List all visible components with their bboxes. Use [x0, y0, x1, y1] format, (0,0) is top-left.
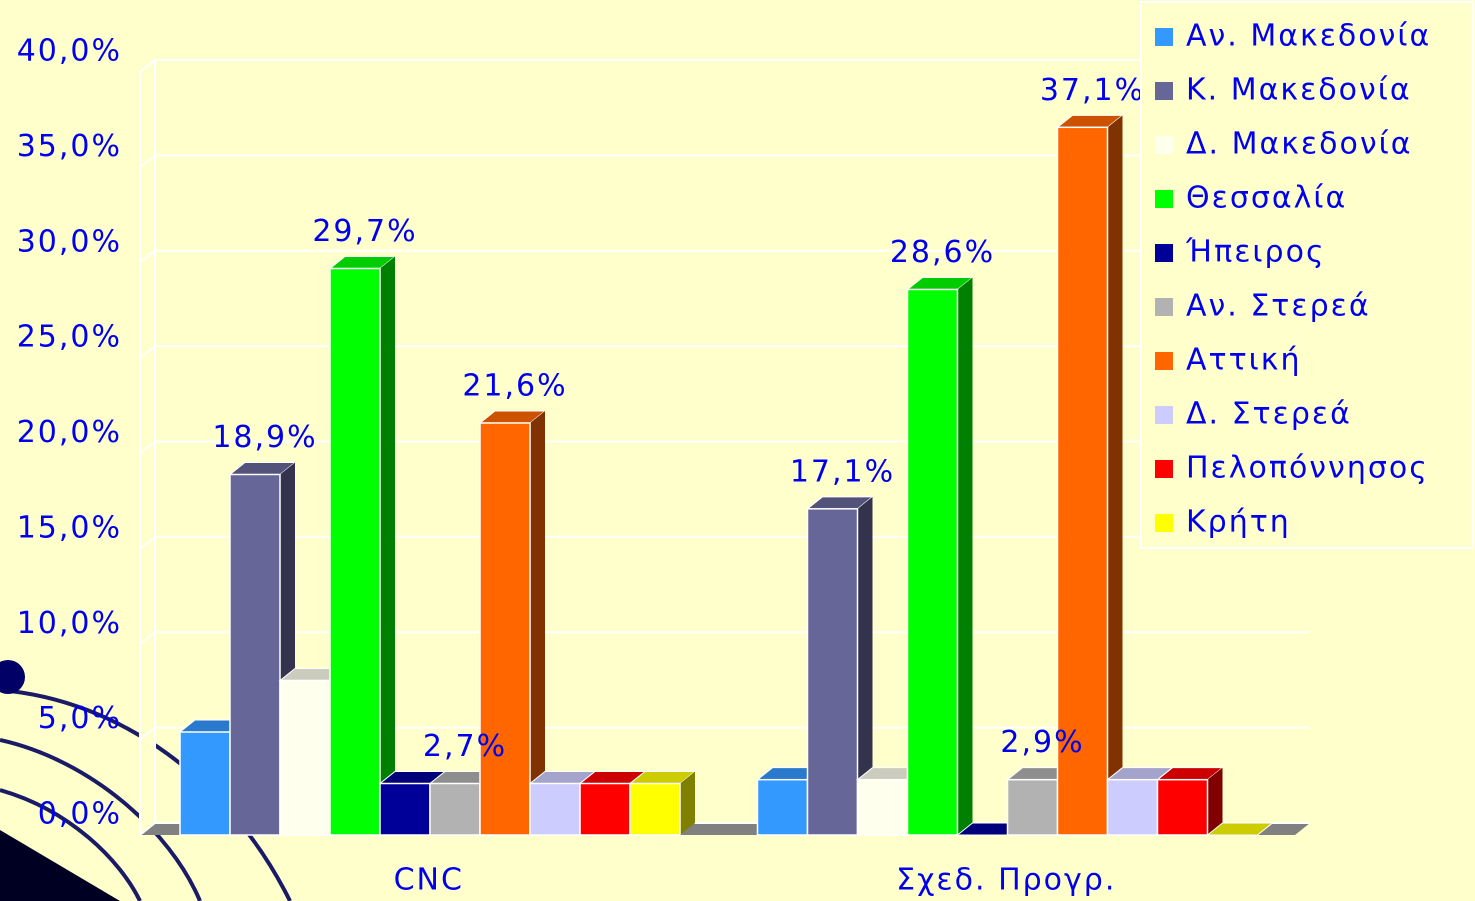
bar-front — [1156, 778, 1209, 836]
bar-front — [1006, 778, 1059, 836]
y-tick-label: 35,0% — [17, 129, 122, 164]
legend-label: Κ. Μακεδονία — [1186, 73, 1412, 108]
bar-side — [680, 771, 695, 835]
bar-front — [856, 778, 909, 836]
legend-swatch — [1155, 136, 1173, 154]
value-label: 37,1% — [1040, 73, 1145, 108]
bar-side — [380, 256, 395, 835]
y-tick-label: 25,0% — [17, 320, 122, 355]
bar-side — [957, 277, 973, 836]
legend-label: Αττική — [1186, 343, 1302, 378]
legend-label: Δ. Στερεά — [1186, 397, 1352, 432]
legend-swatch — [1155, 244, 1173, 262]
y-tick-label: 5,0% — [38, 701, 122, 736]
decoration — [0, 660, 292, 901]
bar-side — [530, 410, 545, 835]
legend-label: Θεσσαλία — [1186, 181, 1347, 216]
bar-front — [1056, 126, 1109, 836]
bar-side — [857, 496, 873, 835]
bar-front — [179, 731, 231, 836]
legend-box — [1140, 1, 1474, 549]
legend-swatch — [1155, 298, 1173, 316]
y-tick-label: 40,0% — [17, 34, 122, 69]
legend-label: Ήπειρος — [1185, 235, 1326, 270]
bar-front — [329, 267, 381, 836]
grid-line — [139, 154, 1310, 169]
legend-label: Δ. Μακεδονία — [1186, 127, 1413, 162]
y-tick-label: 20,0% — [17, 415, 122, 450]
bar — [1156, 767, 1224, 836]
legend-label: Κρήτη — [1186, 505, 1291, 540]
legend-swatch — [1155, 514, 1173, 532]
bar — [628, 770, 697, 836]
x-tick-label: Σχεδ. Προγρ. — [896, 863, 1116, 898]
bar-front — [529, 782, 581, 836]
legend-swatch — [1155, 190, 1173, 208]
bar-front — [756, 778, 809, 836]
bar — [328, 255, 397, 836]
value-label: 28,6% — [890, 235, 995, 270]
legend-swatch — [1155, 406, 1173, 424]
y-tick-label: 30,0% — [17, 224, 122, 259]
x-tick-label: CNC — [394, 863, 464, 898]
value-label: 29,7% — [312, 214, 417, 249]
value-label: 2,7% — [423, 729, 507, 764]
y-tick-label: 15,0% — [17, 510, 122, 545]
bar — [1056, 114, 1124, 836]
grid-line — [139, 249, 1310, 264]
bar-front — [579, 782, 631, 836]
y-tick-label: 10,0% — [17, 606, 122, 641]
bar-front — [229, 473, 281, 836]
bar — [906, 276, 974, 836]
bar — [806, 496, 874, 836]
legend-swatch — [1155, 460, 1173, 478]
bar-front — [279, 679, 331, 836]
bar-front — [429, 782, 481, 836]
value-label: 21,6% — [462, 368, 567, 403]
value-label: 17,1% — [790, 454, 895, 489]
legend-label: Αν. Στερεά — [1186, 289, 1371, 324]
bar-front — [906, 288, 959, 836]
bar-side — [1107, 115, 1123, 835]
value-label: 2,9% — [1000, 725, 1084, 760]
bar-front — [629, 782, 681, 836]
bar-front — [806, 508, 859, 836]
legend-label: Πελοπόννησος — [1186, 451, 1429, 486]
bar — [478, 410, 547, 836]
y-tick-label: 0,0% — [38, 797, 122, 832]
legend-swatch — [1155, 28, 1173, 46]
grid-line — [139, 59, 1310, 73]
bar-front — [479, 422, 531, 836]
legend-swatch — [1155, 352, 1173, 370]
bar-front — [379, 782, 431, 836]
legend-swatch — [1155, 82, 1173, 100]
bar — [1206, 822, 1274, 836]
legend-label: Αν. Μακεδονία — [1186, 19, 1431, 54]
bar-front — [1106, 778, 1159, 836]
bar-side — [1207, 767, 1223, 835]
value-label: 18,9% — [212, 420, 317, 455]
